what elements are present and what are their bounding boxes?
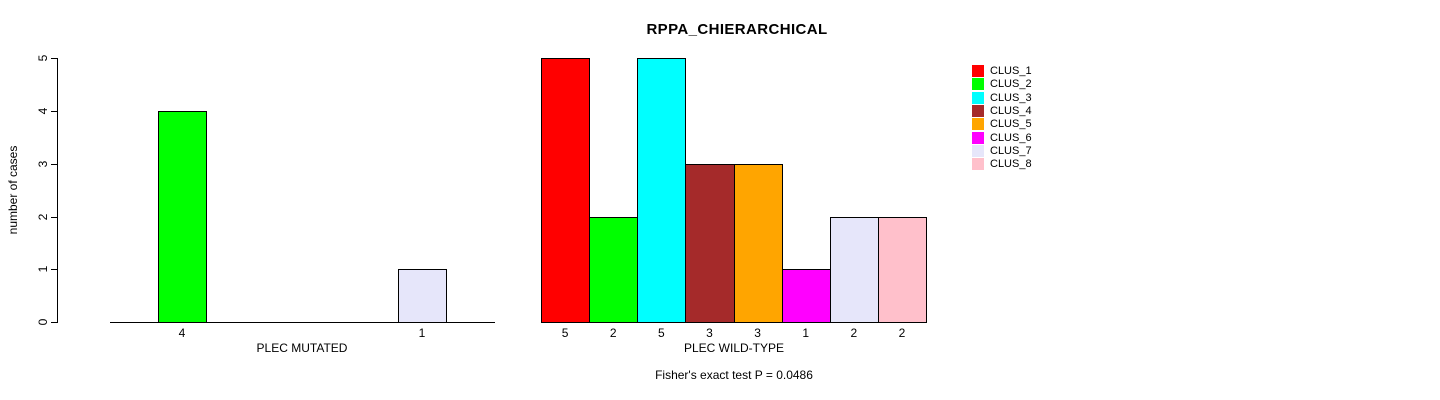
y-tick-label: 3 — [36, 160, 50, 168]
legend-swatch-clus_2 — [972, 78, 984, 90]
legend-swatch-clus_3 — [972, 92, 984, 104]
y-tick-label: 4 — [36, 107, 50, 115]
bar-value-label: 5 — [561, 326, 569, 340]
legend-label: CLUS_5 — [990, 118, 1032, 130]
bar-clus_7 — [830, 217, 879, 323]
legend-swatch-clus_1 — [972, 65, 984, 77]
legend-swatch-clus_8 — [972, 158, 984, 170]
x-axis-label-plec-mutated: PLEC MUTATED — [256, 341, 348, 355]
legend-label: CLUS_8 — [990, 158, 1032, 170]
bar-value-label: 1 — [802, 326, 810, 340]
bar-value-label: 2 — [609, 326, 617, 340]
bar-clus_7 — [398, 269, 447, 323]
legend-label: CLUS_7 — [990, 145, 1032, 157]
y-tick-label: 1 — [36, 265, 50, 273]
legend-label: CLUS_2 — [990, 78, 1032, 90]
y-tick-mark — [51, 269, 57, 270]
y-tick-mark — [51, 217, 57, 218]
bar-value-label: 3 — [706, 326, 713, 340]
legend-swatch-clus_4 — [972, 105, 984, 117]
bar-clus_3 — [637, 58, 686, 323]
bar-value-label: 5 — [657, 326, 665, 340]
y-tick-label: 2 — [36, 213, 50, 221]
legend-label: CLUS_3 — [990, 92, 1032, 104]
legend-swatch-clus_6 — [972, 132, 984, 144]
bar-clus_6 — [782, 269, 831, 323]
bar-clus_4 — [685, 164, 735, 323]
y-tick-mark — [51, 111, 57, 112]
fisher-test-caption: Fisher's exact test P = 0.0486 — [655, 368, 813, 382]
bar-value-label: 4 — [178, 326, 186, 340]
y-tick-mark — [51, 322, 57, 323]
y-tick-label: 5 — [36, 54, 50, 62]
bar-value-label: 2 — [898, 326, 906, 340]
x-axis-baseline — [110, 322, 495, 323]
bar-clus_8 — [878, 217, 927, 323]
bar-value-label: 1 — [418, 326, 426, 340]
bar-clus_2 — [158, 111, 207, 323]
y-tick-mark — [51, 164, 57, 165]
bar-clus_5 — [734, 164, 783, 323]
legend-label: CLUS_1 — [990, 65, 1032, 77]
bar-clus_1 — [541, 58, 590, 323]
y-axis-line — [57, 58, 58, 323]
bar-value-label: 2 — [850, 326, 858, 340]
y-tick-mark — [51, 58, 57, 59]
bar-value-label: 3 — [754, 326, 761, 340]
x-axis-label-plec-wild-type: PLEC WILD-TYPE — [683, 341, 785, 355]
chart-title: RPPA_CHIERARCHICAL — [646, 21, 828, 38]
legend-label: CLUS_6 — [990, 132, 1032, 144]
y-tick-label: 0 — [36, 318, 50, 326]
legend-label: CLUS_4 — [990, 105, 1032, 117]
y-axis-title: number of cases — [6, 145, 20, 235]
legend-swatch-clus_7 — [972, 145, 984, 157]
bar-clus_2 — [589, 217, 638, 323]
legend-swatch-clus_5 — [972, 118, 984, 130]
